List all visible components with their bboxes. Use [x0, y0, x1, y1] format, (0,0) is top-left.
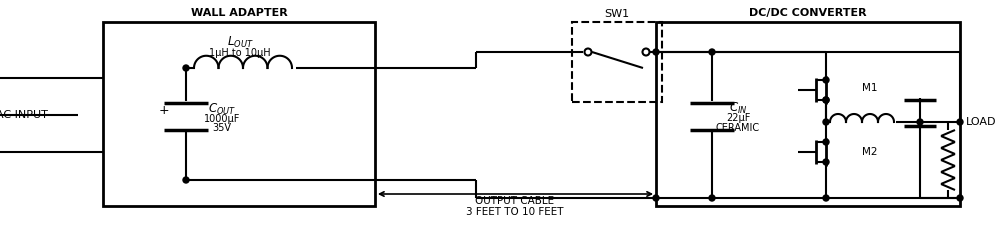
Circle shape	[957, 195, 963, 201]
Circle shape	[183, 177, 189, 183]
Circle shape	[823, 119, 829, 125]
Text: AC INPUT: AC INPUT	[0, 110, 48, 120]
Circle shape	[653, 49, 659, 55]
Bar	[572, 22, 662, 102]
Circle shape	[917, 119, 923, 125]
Circle shape	[585, 49, 592, 55]
Circle shape	[709, 195, 715, 201]
Bar	[103, 22, 375, 206]
Text: OUTPUT CABLE: OUTPUT CABLE	[475, 196, 555, 206]
Circle shape	[823, 159, 829, 165]
Text: WALL ADAPTER: WALL ADAPTER	[191, 8, 287, 18]
Bar	[656, 22, 960, 206]
Text: DC/DC CONVERTER: DC/DC CONVERTER	[749, 8, 867, 18]
Circle shape	[957, 119, 963, 125]
Circle shape	[823, 139, 829, 145]
Circle shape	[823, 97, 829, 103]
Text: 35V: 35V	[213, 123, 232, 133]
Text: LOAD: LOAD	[966, 117, 996, 127]
Text: 1μH to 10μH: 1μH to 10μH	[210, 48, 270, 58]
Circle shape	[643, 49, 650, 55]
Circle shape	[653, 195, 659, 201]
Text: $C_{IN}$: $C_{IN}$	[729, 101, 748, 116]
Text: $L_{OUT}$: $L_{OUT}$	[227, 34, 253, 49]
Text: 3 FEET TO 10 FEET: 3 FEET TO 10 FEET	[466, 207, 564, 217]
Text: +: +	[159, 104, 170, 117]
Text: 1000μF: 1000μF	[204, 114, 241, 124]
Circle shape	[823, 195, 829, 201]
Text: M1: M1	[862, 83, 877, 93]
Text: 22μF: 22μF	[726, 113, 750, 123]
Text: SW1: SW1	[605, 9, 630, 19]
Circle shape	[183, 65, 189, 71]
Circle shape	[823, 77, 829, 83]
Circle shape	[823, 97, 829, 103]
Circle shape	[709, 49, 715, 55]
Text: $C_{OUT}$: $C_{OUT}$	[208, 101, 237, 117]
Text: CERAMIC: CERAMIC	[716, 123, 760, 133]
Text: M2: M2	[862, 147, 877, 157]
